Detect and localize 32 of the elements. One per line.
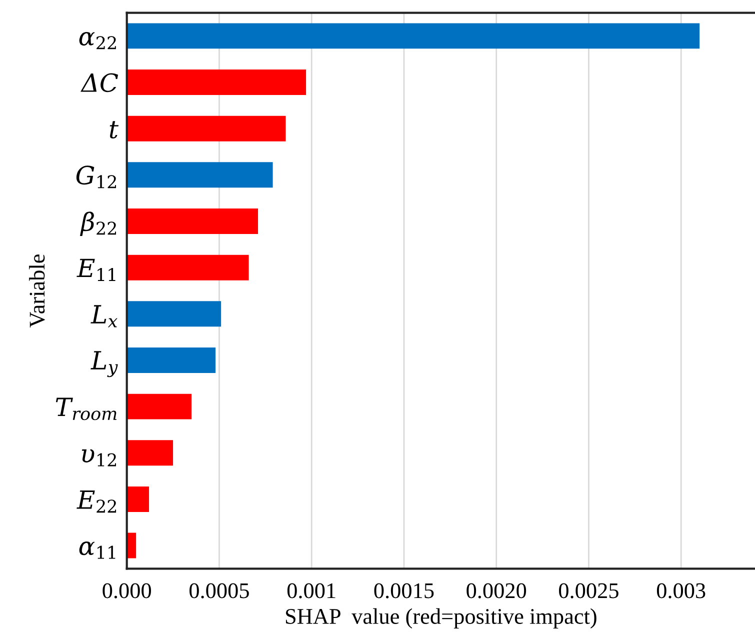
bar — [126, 162, 273, 188]
bar — [126, 116, 286, 142]
y-tick-label: G$_{12}$ — [76, 166, 116, 188]
y-tick-label: L$_{x}$ — [90, 305, 118, 328]
x-tick-label: 0.001 — [287, 583, 336, 598]
y-tick-label: α$_{22}$ — [79, 32, 116, 50]
bar — [126, 486, 150, 512]
y-tick-label: β$_{22}$ — [80, 212, 116, 236]
x-tick-label: 0.000 — [102, 583, 151, 598]
bar — [126, 347, 216, 373]
y-tick-label: T$_{room}$ — [56, 398, 116, 420]
x-axis-title: SHAP value (red=positive impact) — [286, 608, 596, 628]
bar — [126, 440, 174, 466]
y-tick-label: υ$_{12}$ — [82, 449, 116, 466]
bar — [126, 70, 306, 96]
x-tick-label: 0.0005 — [190, 583, 249, 598]
bar — [126, 208, 258, 234]
x-tick-label: 0.0015 — [374, 583, 434, 598]
y-axis-title: Variable — [29, 254, 45, 328]
y-tick-label: t — [110, 121, 119, 138]
x-tick-label: 0.0025 — [559, 583, 618, 598]
y-tick-label: α$_{11}$ — [79, 542, 116, 559]
y-tick-label: L$_{y}$ — [90, 351, 118, 378]
x-tick-label: 0.0020 — [466, 583, 526, 598]
y-tick-label: ΔC — [80, 73, 118, 92]
y-tick-label: E$_{22}$ — [76, 490, 116, 513]
bar — [126, 301, 222, 327]
bar — [126, 394, 192, 420]
bar — [126, 23, 700, 49]
y-tick-label: E$_{11}$ — [76, 258, 116, 281]
bar — [126, 254, 249, 280]
x-tick-label: 0.003 — [656, 583, 706, 598]
